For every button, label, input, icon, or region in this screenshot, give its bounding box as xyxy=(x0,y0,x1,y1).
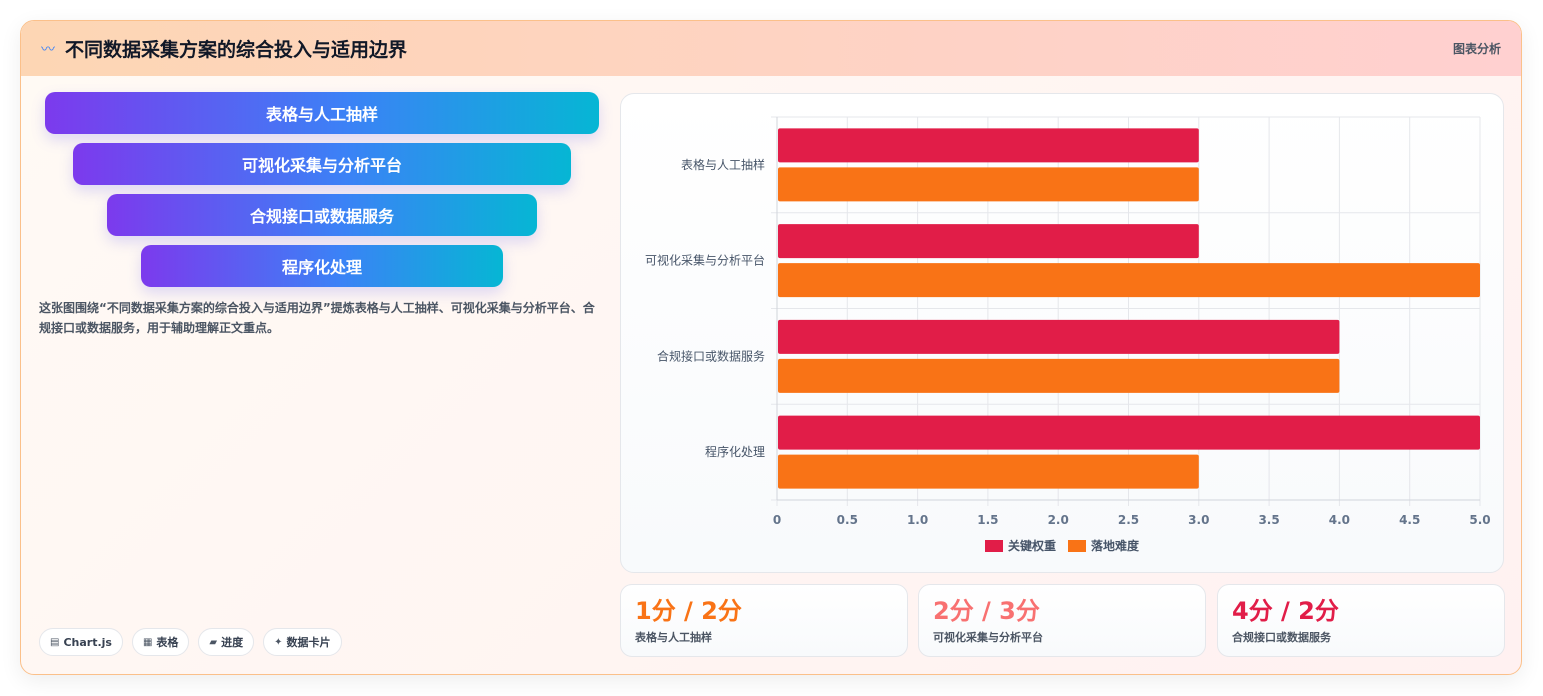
wave-icon: 〰 xyxy=(41,41,55,58)
y-tick-label: 合规接口或数据服务 xyxy=(657,348,765,363)
stat-card-3: 4分 / 2分 合规接口或数据服务 xyxy=(1217,584,1505,657)
chip-label: 表格 xyxy=(156,636,179,649)
x-tick-label: 1.0 xyxy=(907,513,928,527)
funnel-level-3: 合规接口或数据服务 xyxy=(107,194,537,236)
x-tick-label: 3.0 xyxy=(1188,513,1209,527)
bar xyxy=(778,454,1199,489)
chip-label: 数据卡片 xyxy=(286,636,331,649)
x-tick-label: 4.5 xyxy=(1399,513,1420,527)
funnel-level-4: 程序化处理 xyxy=(141,245,503,287)
chip-label: Chart.js xyxy=(63,635,112,649)
x-tick-label: 1.5 xyxy=(977,513,998,527)
x-tick-label: 0 xyxy=(773,513,781,527)
bar xyxy=(778,319,1340,354)
x-tick-label: 4.0 xyxy=(1329,513,1350,527)
bar xyxy=(778,128,1199,163)
stat-card-2: 2分 / 3分 可视化采集与分析平台 xyxy=(918,584,1206,657)
stat-label: 表格与人工抽样 xyxy=(635,631,712,644)
stat-value: 1分 / 2分 xyxy=(635,597,742,625)
legend-swatch xyxy=(985,540,1003,552)
stat-value: 2分 / 3分 xyxy=(933,597,1040,625)
y-tick-label: 程序化处理 xyxy=(705,444,765,459)
chart-card: 〰 不同数据采集方案的综合投入与适用边界 图表分析 表格与人工抽样 可视化采集与… xyxy=(20,20,1522,675)
x-tick-label: 5.0 xyxy=(1469,513,1490,527)
bar xyxy=(778,358,1340,393)
x-tick-label: 2.0 xyxy=(1048,513,1069,527)
card-header: 〰 不同数据采集方案的综合投入与适用边界 图表分析 xyxy=(21,21,1521,76)
bar xyxy=(778,263,1480,298)
x-tick-label: 3.5 xyxy=(1258,513,1279,527)
tag-chips: ▤ Chart.js ▦ 表格 ▰ 进度 ✦ 数据卡片 xyxy=(39,628,342,656)
page-title: 不同数据采集方案的综合投入与适用边界 xyxy=(65,39,408,61)
bar xyxy=(778,224,1199,259)
stat-label: 合规接口或数据服务 xyxy=(1232,631,1331,644)
x-tick-label: 0.5 xyxy=(837,513,858,527)
y-tick-label: 可视化采集与分析平台 xyxy=(645,253,765,268)
funnel-level-1: 表格与人工抽样 xyxy=(45,92,599,134)
chip-table[interactable]: ▦ 表格 xyxy=(131,628,190,656)
bar-chart: 0 0.5 1.0 1.5 2.0 2.5 3.0 3.5 4.0 4.5 5.0 表格与人工抽样可视… xyxy=(645,116,1491,553)
chart-description: 这张图围绕“不同数据采集方案的综合投入与适用边界”提炼表格与人工抽样、可视化采集… xyxy=(39,301,595,335)
legend-label: 落地难度 xyxy=(1091,538,1140,553)
stat-value: 4分 / 2分 xyxy=(1232,597,1339,625)
stat-label: 可视化采集与分析平台 xyxy=(933,631,1043,644)
y-tick-label: 表格与人工抽样 xyxy=(681,157,765,172)
table-icon: ▦ xyxy=(142,636,153,648)
bar xyxy=(778,167,1199,202)
chart-analysis-tag[interactable]: 图表分析 xyxy=(1452,42,1501,56)
sparkle-icon: ✦ xyxy=(274,636,283,648)
chip-chartjs[interactable]: ▤ Chart.js xyxy=(39,628,123,656)
legend-swatch xyxy=(1068,540,1086,552)
chart-icon: ▤ xyxy=(50,636,60,648)
stat-card-1: 1分 / 2分 表格与人工抽样 xyxy=(620,584,908,657)
funnel-level-2: 可视化采集与分析平台 xyxy=(73,143,571,185)
x-tick-label: 2.5 xyxy=(1118,513,1139,527)
chip-progress[interactable]: ▰ 进度 xyxy=(198,628,255,656)
chip-data-card[interactable]: ✦ 数据卡片 xyxy=(263,628,342,656)
progress-icon: ▰ xyxy=(209,636,218,648)
chart-panel: 0 0.5 1.0 1.5 2.0 2.5 3.0 3.5 4.0 4.5 5.0 表格与人工抽样可视… xyxy=(620,93,1504,573)
legend-label: 关键权重 xyxy=(1008,538,1056,553)
bar xyxy=(778,415,1480,450)
chip-label: 进度 xyxy=(221,636,244,649)
